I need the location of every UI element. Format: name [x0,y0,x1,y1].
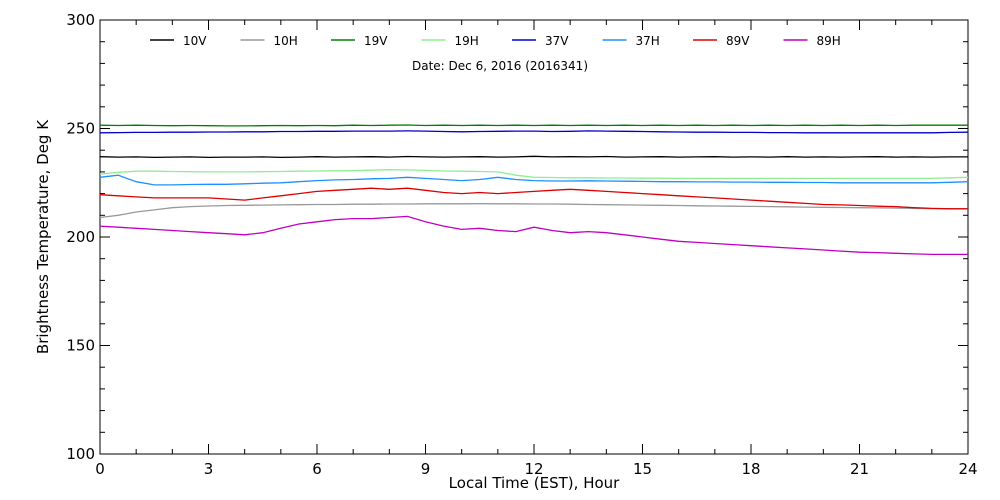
x-tick-label: 15 [633,460,652,478]
y-tick-label: 150 [66,337,95,355]
legend-label-37h: 37H [636,34,660,48]
legend-label-37v: 37V [545,34,569,48]
series-line-19v [99,124,968,127]
y-tick-label: 300 [66,11,95,29]
x-tick-label: 18 [741,460,760,478]
legend-label-10v: 10V [183,34,207,48]
x-tick-label: 24 [958,460,977,478]
series-line-89h [99,215,968,256]
series-line-89v [99,187,968,210]
legend-label-19h: 19H [455,34,479,48]
axis-tick-labels: 0 3 6 9 12 15 18 21 24 100 150 200 250 300 [66,11,977,478]
legend-label-89v: 89V [726,34,750,48]
y-axis-title: Brightness Temperature, Deg K [34,119,52,354]
x-tick-label: 12 [524,460,543,478]
y-tick-label: 100 [66,445,95,463]
x-tick-label: 9 [421,460,431,478]
x-tick-label: 3 [204,460,214,478]
y-tick-label: 200 [66,228,95,246]
series-line-10v [99,155,968,159]
x-tick-label: 21 [850,460,869,478]
x-axis-title: Local Time (EST), Hour [449,474,620,492]
axis-ticks [99,19,969,455]
series-line-10h [99,202,969,219]
legend-label-89h: 89H [817,34,841,48]
series-line-19h [99,169,969,180]
legend-label-19v: 19V [364,34,388,48]
legend: 10V 10H 19V 19H 37V 37H 89V 89H [150,34,841,48]
legend-label-10h: 10H [274,34,298,48]
chart-subtitle: Date: Dec 6, 2016 (2016341) [412,59,588,73]
y-tick-label: 250 [66,120,95,138]
x-tick-label: 6 [312,460,322,478]
plot-frame [99,19,969,455]
series-lines [99,124,969,256]
series-line-37v [99,130,969,134]
series-line-37h [99,174,969,186]
x-tick-label: 0 [95,460,105,478]
